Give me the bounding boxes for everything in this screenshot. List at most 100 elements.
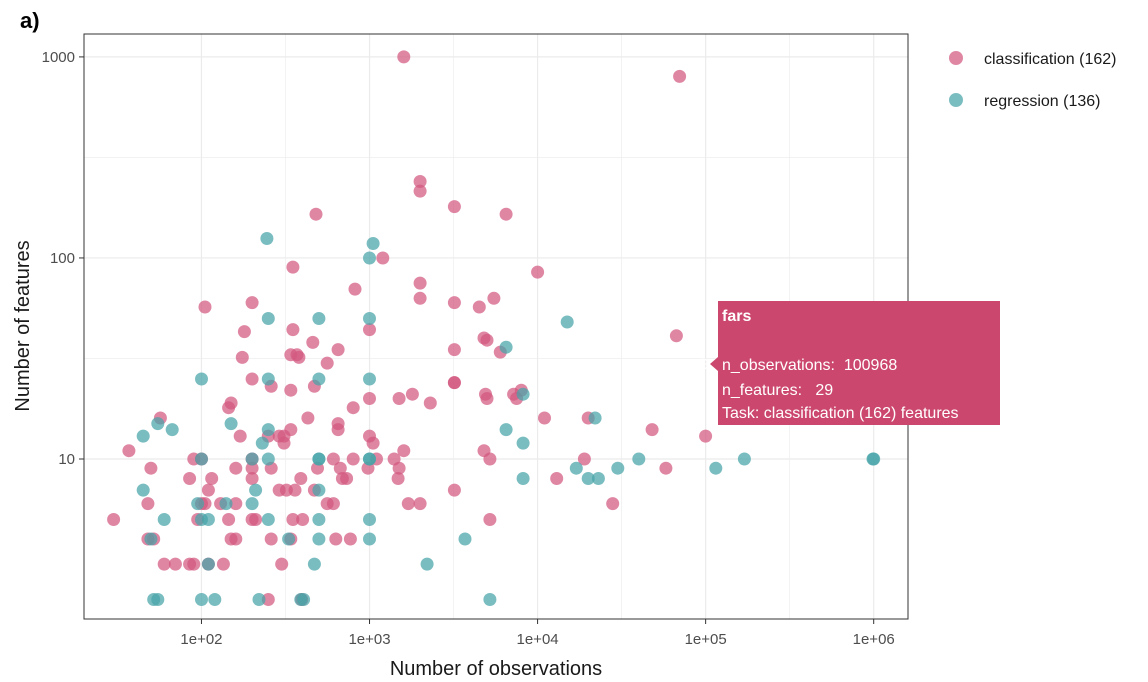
point-regression[interactable] bbox=[560, 315, 574, 329]
point-regression[interactable] bbox=[611, 461, 625, 475]
point-classification[interactable] bbox=[264, 532, 278, 546]
point-regression[interactable] bbox=[255, 436, 269, 450]
point-classification[interactable] bbox=[245, 472, 259, 485]
point-regression[interactable] bbox=[297, 593, 311, 606]
point-regression[interactable] bbox=[261, 372, 275, 386]
point-classification[interactable] bbox=[249, 513, 263, 526]
point-regression[interactable] bbox=[458, 532, 472, 546]
point-regression[interactable] bbox=[249, 483, 263, 497]
point-regression[interactable] bbox=[151, 417, 165, 431]
point-classification[interactable] bbox=[222, 401, 236, 415]
point-classification[interactable] bbox=[107, 513, 121, 526]
point-classification[interactable] bbox=[309, 207, 323, 221]
point-regression[interactable] bbox=[363, 312, 376, 325]
point-classification[interactable] bbox=[333, 461, 347, 475]
point-classification[interactable] bbox=[577, 452, 591, 466]
point-classification[interactable] bbox=[363, 323, 376, 337]
point-classification[interactable] bbox=[201, 483, 215, 497]
point-classification[interactable] bbox=[366, 436, 380, 450]
point-classification[interactable] bbox=[405, 387, 419, 401]
point-classification[interactable] bbox=[392, 461, 406, 475]
point-classification[interactable] bbox=[277, 436, 291, 450]
point-classification[interactable] bbox=[699, 429, 713, 443]
point-regression[interactable] bbox=[245, 497, 259, 511]
point-classification[interactable] bbox=[423, 396, 437, 410]
point-classification[interactable] bbox=[275, 557, 289, 571]
point-classification[interactable] bbox=[363, 392, 376, 405]
point-classification[interactable] bbox=[447, 376, 461, 390]
point-classification[interactable] bbox=[301, 411, 315, 425]
point-classification[interactable] bbox=[233, 429, 247, 443]
point-regression[interactable] bbox=[260, 232, 274, 245]
point-classification[interactable] bbox=[447, 296, 461, 310]
point-regression[interactable] bbox=[201, 557, 215, 571]
point-regression[interactable] bbox=[195, 452, 208, 466]
point-regression[interactable] bbox=[245, 452, 259, 466]
point-classification[interactable] bbox=[392, 392, 406, 405]
point-classification[interactable] bbox=[413, 175, 427, 188]
point-regression[interactable] bbox=[363, 532, 376, 546]
point-regression[interactable] bbox=[252, 593, 266, 606]
point-classification[interactable] bbox=[645, 423, 659, 437]
point-classification[interactable] bbox=[413, 276, 427, 290]
point-classification[interactable] bbox=[413, 184, 427, 198]
point-classification[interactable] bbox=[483, 513, 497, 526]
point-regression[interactable] bbox=[282, 532, 296, 546]
point-classification[interactable] bbox=[447, 200, 461, 214]
point-regression[interactable] bbox=[195, 593, 208, 606]
point-classification[interactable] bbox=[472, 300, 486, 314]
point-regression[interactable] bbox=[312, 532, 326, 546]
point-classification[interactable] bbox=[284, 383, 298, 397]
point-regression[interactable] bbox=[499, 340, 513, 354]
point-classification[interactable] bbox=[296, 513, 310, 526]
point-regression[interactable] bbox=[312, 372, 326, 386]
point-regression[interactable] bbox=[516, 436, 530, 450]
point-classification[interactable] bbox=[292, 350, 306, 364]
point-regression[interactable] bbox=[516, 472, 530, 485]
point-classification[interactable] bbox=[205, 472, 219, 485]
point-classification[interactable] bbox=[235, 350, 249, 364]
point-regression[interactable] bbox=[312, 483, 326, 497]
point-regression[interactable] bbox=[224, 417, 238, 431]
point-classification[interactable] bbox=[413, 291, 427, 305]
point-regression[interactable] bbox=[261, 423, 275, 437]
point-regression[interactable] bbox=[261, 452, 275, 466]
point-regression[interactable] bbox=[363, 452, 376, 466]
point-classification[interactable] bbox=[320, 356, 334, 370]
point-regression[interactable] bbox=[588, 411, 602, 425]
point-classification[interactable] bbox=[329, 532, 343, 546]
point-regression[interactable] bbox=[201, 513, 215, 526]
point-regression[interactable] bbox=[709, 461, 723, 475]
point-classification[interactable] bbox=[288, 483, 302, 497]
point-classification[interactable] bbox=[229, 461, 243, 475]
point-classification[interactable] bbox=[245, 296, 259, 310]
point-classification[interactable] bbox=[237, 325, 251, 339]
point-classification[interactable] bbox=[245, 461, 259, 475]
point-regression[interactable] bbox=[208, 593, 222, 606]
point-classification[interactable] bbox=[483, 452, 497, 466]
point-classification[interactable] bbox=[331, 423, 345, 437]
legend-item-classification[interactable]: classification (162) bbox=[949, 51, 1117, 68]
point-regression[interactable] bbox=[307, 557, 321, 571]
point-classification[interactable] bbox=[499, 207, 513, 221]
point-regression[interactable] bbox=[312, 513, 326, 526]
point-classification[interactable] bbox=[141, 497, 155, 511]
point-regression[interactable] bbox=[363, 372, 376, 386]
point-classification[interactable] bbox=[286, 323, 300, 337]
point-classification[interactable] bbox=[122, 444, 136, 458]
point-classification[interactable] bbox=[659, 461, 673, 475]
point-classification[interactable] bbox=[606, 497, 620, 511]
point-classification[interactable] bbox=[294, 472, 308, 485]
point-classification[interactable] bbox=[550, 472, 564, 485]
point-regression[interactable] bbox=[261, 312, 275, 325]
point-regression[interactable] bbox=[632, 452, 646, 466]
point-regression[interactable] bbox=[363, 251, 376, 265]
point-regression[interactable] bbox=[366, 237, 380, 250]
point-classification[interactable] bbox=[477, 331, 491, 345]
point-classification[interactable] bbox=[401, 497, 415, 511]
point-regression[interactable] bbox=[191, 497, 205, 511]
point-regression[interactable] bbox=[499, 423, 513, 437]
point-regression[interactable] bbox=[136, 429, 150, 443]
point-regression[interactable] bbox=[516, 387, 530, 401]
point-classification[interactable] bbox=[447, 343, 461, 357]
